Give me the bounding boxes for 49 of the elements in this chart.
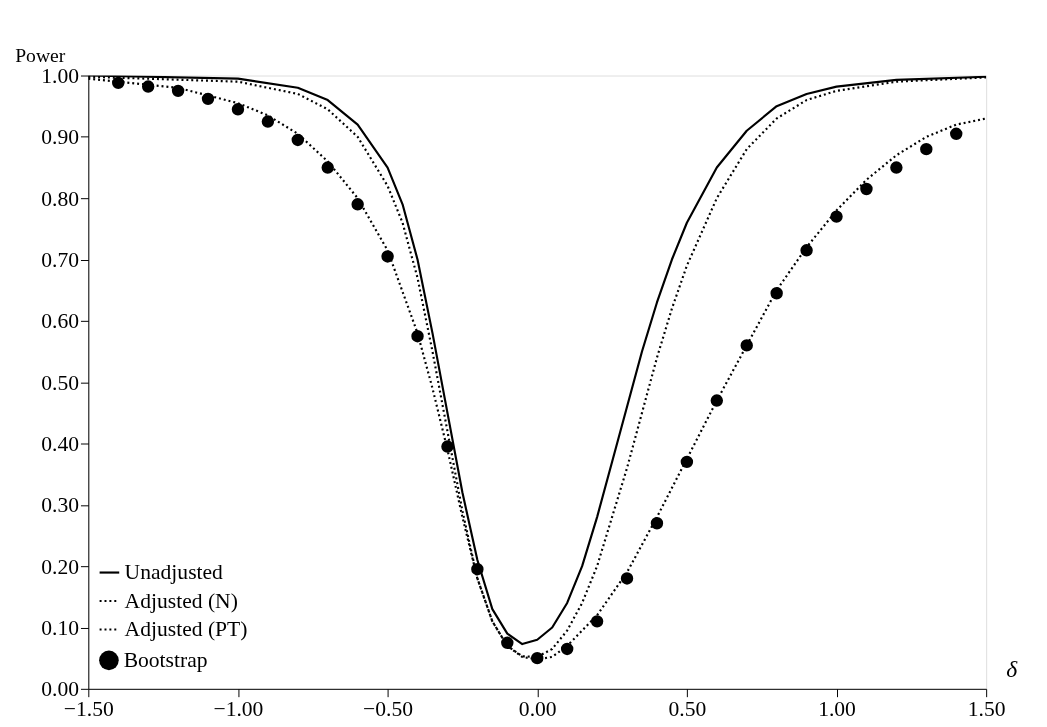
point	[950, 127, 963, 140]
y-tick-label: 0.50	[41, 370, 79, 395]
x-tick-label: 0.50	[668, 696, 707, 721]
point	[531, 651, 544, 665]
point	[231, 103, 245, 116]
x-axis-title: δ	[1006, 655, 1019, 682]
legend-label: Bootstrap	[123, 648, 208, 673]
point	[560, 642, 574, 656]
point	[381, 250, 394, 263]
point	[800, 244, 813, 257]
y-tick-label: 0.60	[41, 309, 79, 334]
point	[141, 80, 155, 93]
point	[650, 517, 664, 530]
point	[590, 615, 604, 628]
point	[830, 210, 843, 223]
x-tick-label: 0.00	[518, 696, 557, 721]
point	[710, 394, 724, 407]
y-tick-label: 0.90	[41, 125, 79, 150]
point	[321, 161, 334, 174]
point	[740, 339, 753, 352]
point	[920, 142, 933, 156]
y-tick-label: 0.40	[41, 431, 79, 456]
point	[770, 287, 783, 300]
point	[680, 455, 694, 469]
y-tick-label: 0.20	[41, 554, 79, 579]
legend-label: Adjusted (N)	[124, 588, 238, 613]
x-tick-label: 1.00	[818, 696, 856, 721]
y-tick-label: 0.10	[41, 615, 79, 640]
y-tick-label: 0.70	[41, 247, 79, 272]
point	[112, 76, 125, 90]
legend-label: Unadjusted	[124, 560, 224, 585]
x-tick-label: −1.00	[213, 696, 264, 721]
point	[261, 115, 275, 128]
point	[441, 440, 454, 453]
y-tick-label: 0.80	[41, 186, 79, 211]
point	[620, 572, 634, 585]
point	[411, 329, 424, 343]
point	[201, 92, 215, 106]
point	[171, 84, 185, 98]
point	[351, 198, 364, 211]
x-tick-label: 1.50	[967, 696, 1006, 721]
legend-label: Adjusted (PT)	[124, 617, 248, 642]
x-tick-label: −0.50	[363, 696, 414, 721]
point	[471, 563, 484, 576]
point	[291, 133, 305, 147]
point	[501, 636, 514, 650]
y-tick-label: 0.30	[41, 493, 79, 518]
point	[860, 182, 873, 196]
point	[890, 161, 903, 174]
